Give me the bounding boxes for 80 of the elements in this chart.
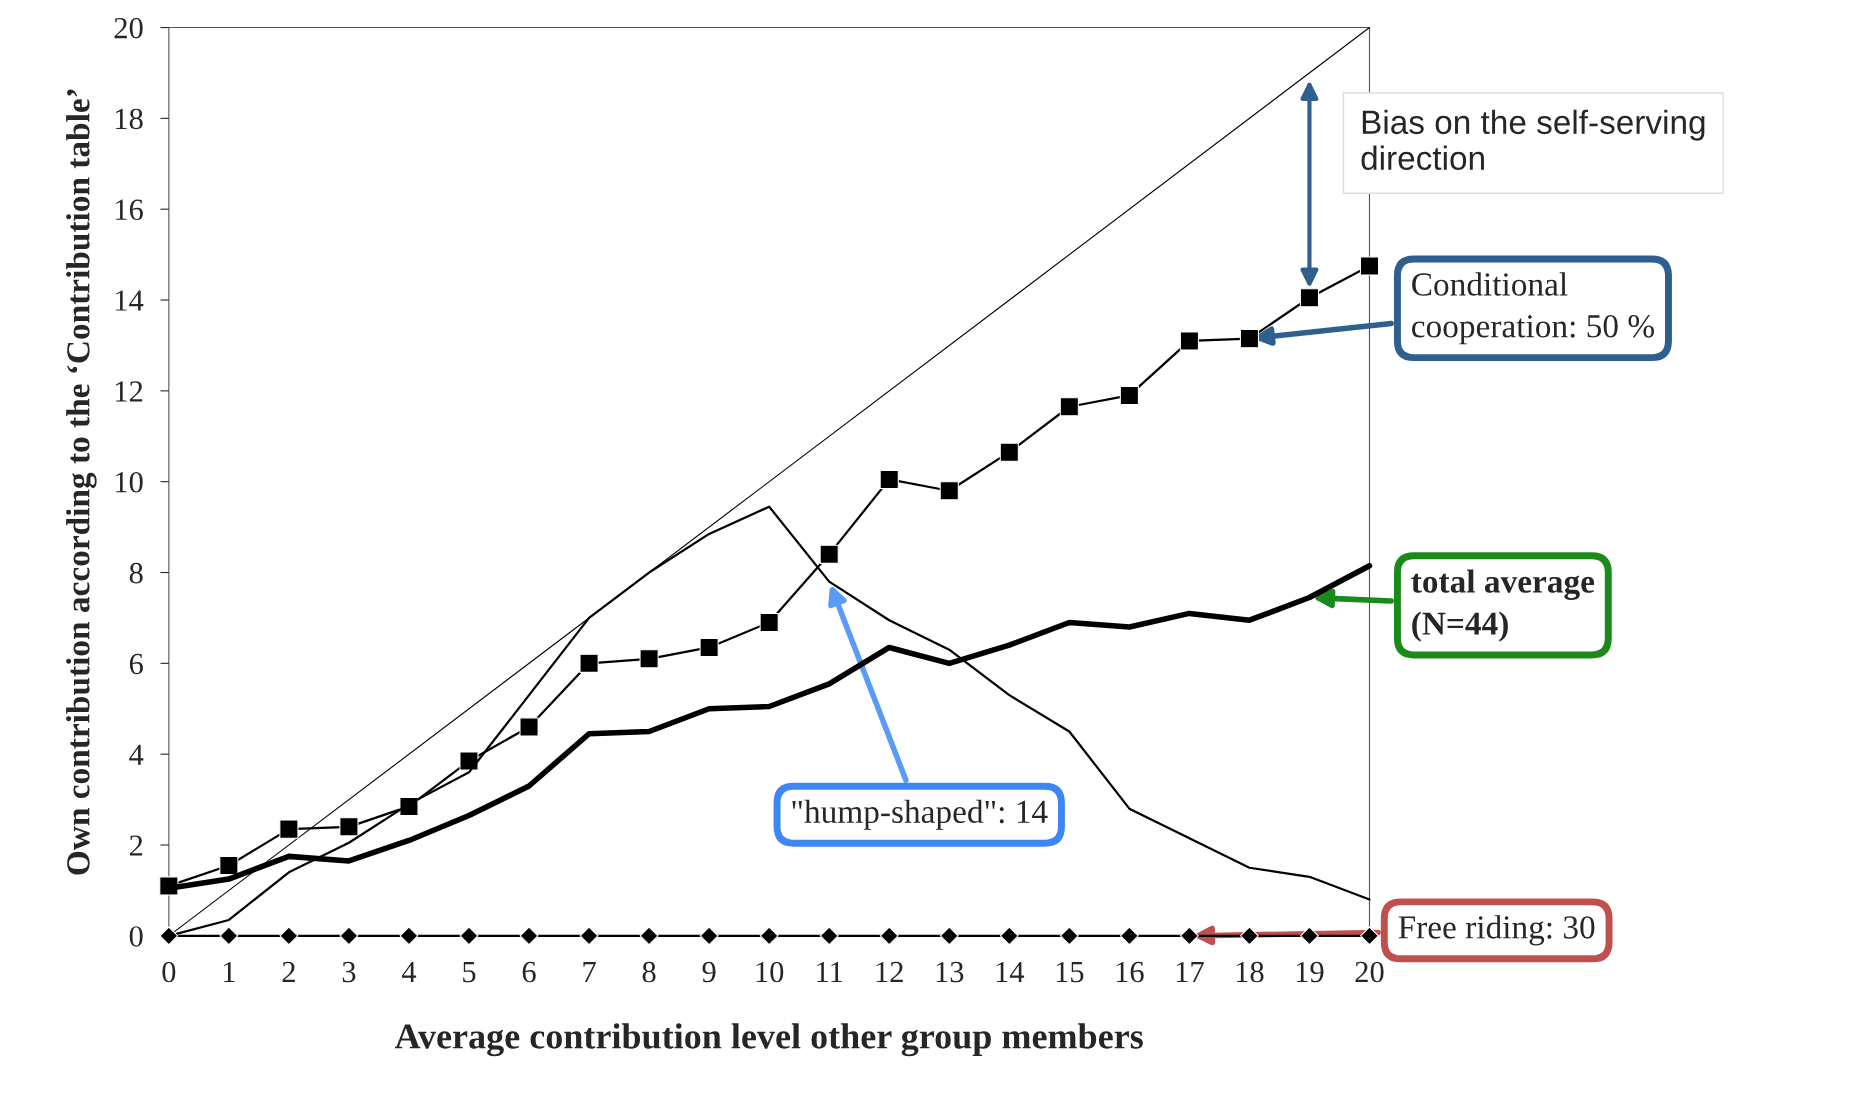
annotation: Bias on the self-serving direction (1361, 109, 1705, 171)
point (1180, 926, 1199, 946)
x-axis-title: Average contribution level other group members (394, 1023, 1143, 1057)
point (1300, 926, 1319, 946)
x-tick-label: 15 (1056, 961, 1084, 983)
point (999, 926, 1019, 946)
x-tick-label: 4 (401, 961, 417, 983)
point (1240, 926, 1259, 946)
point (1239, 329, 1259, 349)
y-tick-label: 10 (115, 471, 143, 493)
x-tick-label: 14 (996, 961, 1025, 983)
x-tick-label: 8 (642, 961, 656, 983)
y-tick-label: 14 (115, 290, 144, 311)
annotation: total average (N=44) (1411, 569, 1595, 642)
point (819, 926, 839, 946)
point (459, 751, 479, 771)
point (939, 481, 959, 501)
point (519, 926, 539, 946)
y-axis-title: Own contribution according to the ‘Contribution table’ (66, 89, 97, 875)
point (879, 469, 899, 489)
x-tick-label: 19 (1296, 961, 1324, 983)
x-tick-label: 1 (223, 961, 235, 983)
point (639, 649, 659, 669)
y-tick-label: 2 (129, 835, 143, 856)
point (939, 926, 959, 946)
x-tick-label: 0 (162, 961, 176, 983)
point (1299, 288, 1319, 308)
x-tick-label: 16 (1116, 961, 1144, 983)
x-tick-label: 9 (702, 961, 716, 983)
x-tick-label: 3 (342, 961, 356, 983)
point (699, 637, 719, 657)
x-tick-label: 11 (817, 961, 843, 983)
point (519, 717, 539, 737)
x-tick-label: 13 (936, 961, 964, 983)
x-tick-label: 2 (282, 961, 295, 983)
annotation: "hump-shaped": 14 (792, 799, 1048, 830)
x-tick-label: 18 (1236, 961, 1264, 983)
point (1059, 397, 1079, 417)
point (219, 926, 239, 946)
x-tick-label: 7 (583, 962, 596, 983)
x-tick-label: 12 (876, 961, 903, 983)
point (819, 544, 839, 564)
point (579, 653, 599, 673)
point (399, 796, 419, 816)
point (879, 926, 899, 946)
point (1059, 926, 1079, 946)
point (699, 926, 719, 946)
point (579, 926, 599, 946)
x-tick-label: 17 (1176, 961, 1204, 983)
point (159, 926, 179, 946)
point (1360, 926, 1379, 946)
x-tick-label: 10 (756, 961, 784, 983)
y-tick-label: 4 (129, 744, 144, 765)
point (339, 817, 359, 837)
point (279, 926, 299, 946)
x-tick-label: 5 (463, 962, 476, 983)
point (339, 926, 359, 946)
x-tick-label: 20 (1355, 961, 1384, 983)
y-tick-label: 12 (115, 381, 143, 402)
y-tick-label: 0 (129, 926, 143, 947)
point (999, 442, 1019, 462)
point (1359, 256, 1380, 276)
x-tick-label: 6 (522, 961, 536, 983)
y-tick-label: 20 (114, 17, 143, 39)
point (639, 926, 659, 946)
point (1119, 926, 1139, 946)
annotation: Conditional cooperation: 50 % (1412, 272, 1654, 345)
point (399, 926, 419, 946)
point (279, 819, 299, 839)
point (759, 612, 779, 633)
point (1179, 331, 1199, 351)
annotation: Free riding: 30 (1398, 915, 1595, 946)
y-tick-label: 18 (115, 108, 143, 130)
point (1119, 385, 1139, 405)
y-tick-label: 6 (129, 653, 143, 675)
y-tick-label: 16 (115, 199, 143, 221)
y-tick-label: 8 (129, 562, 143, 584)
point (219, 855, 239, 875)
point (459, 926, 479, 946)
point (759, 926, 779, 946)
